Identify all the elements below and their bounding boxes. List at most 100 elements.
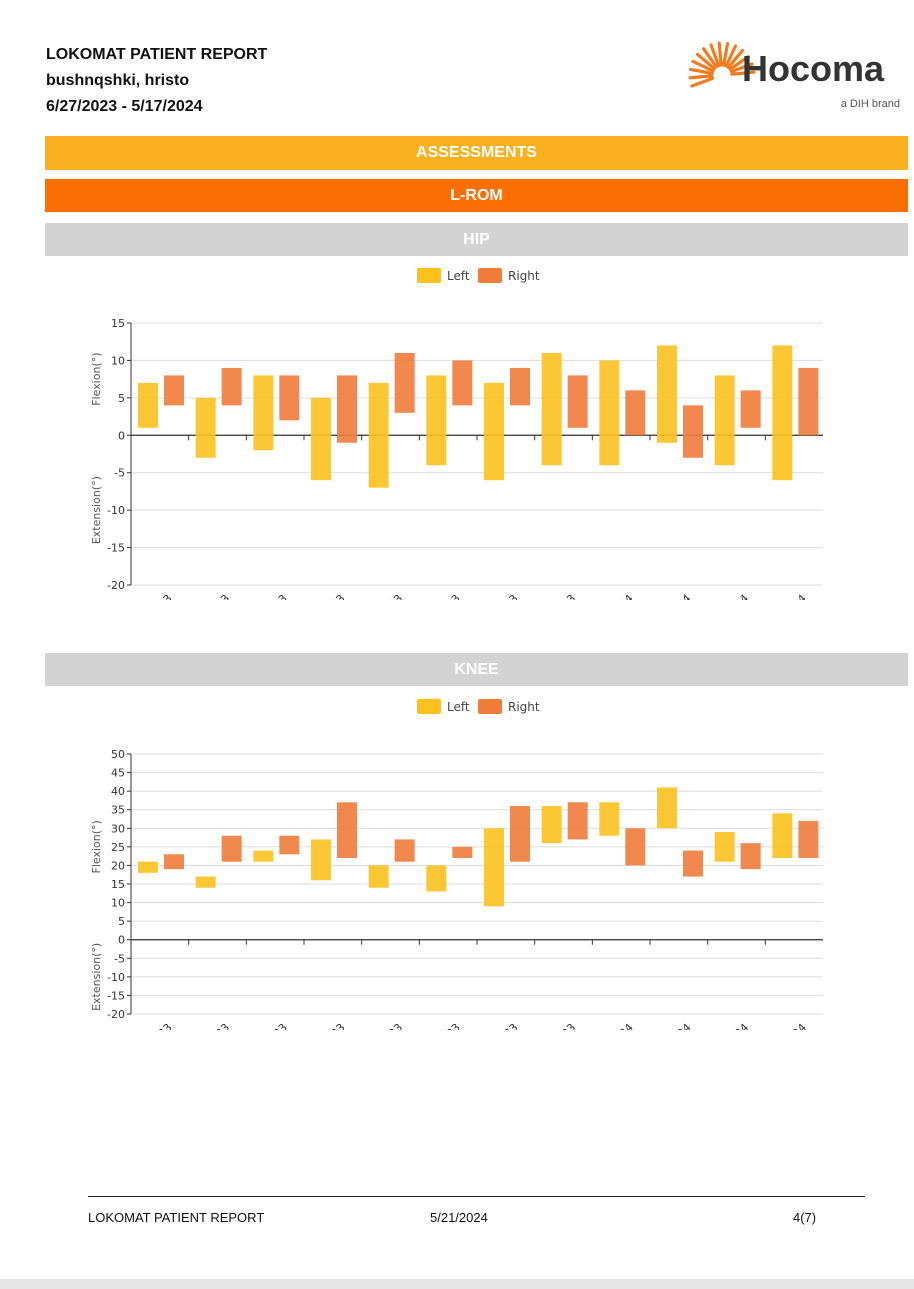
bar-left [253,850,274,862]
assessments-header: ASSESSMENTS [45,136,908,170]
x-tick-label: 8/25/2023 [299,1021,348,1030]
legend-label-right: Right [508,700,540,714]
bar-right [625,390,646,436]
legend-swatch-left [417,699,441,714]
knee-header: KNEE [45,653,908,686]
x-tick-label: 3/22/2024 [645,1021,694,1030]
bar-right [740,843,761,870]
x-tick-label: 6/27/2023 [126,1021,175,1030]
bar-left [714,375,735,466]
bar-right [164,854,184,870]
bar-left [426,865,447,892]
logo-tagline: a DIH brand [841,98,900,110]
y-tick-label: 5 [118,915,125,928]
x-tick-label: 10/16/2023 [351,1021,405,1030]
x-tick-label: 12/15/2023 [524,592,578,600]
bar-left [541,352,562,466]
logo-ray [726,48,745,69]
y-tick-label: 45 [111,767,125,780]
logo-ray [688,67,714,75]
x-tick-label: 6/27/2023 [126,592,175,600]
bar-left [657,345,677,443]
y-axis-label-flexion: Flexion(°) [90,352,103,405]
y-tick-label: 0 [118,429,125,442]
x-tick-label: 12/5/2023 [472,592,521,600]
bar-right [510,806,530,862]
bar-left [484,382,504,481]
y-tick-label: 10 [111,897,125,910]
bar-left [138,382,158,428]
x-tick-label: 5/17/2024 [760,1021,809,1030]
x-tick-label: 10/16/2023 [351,592,405,600]
lrom-header: L-ROM [45,179,908,212]
bar-left [657,787,677,829]
legend-label-left: Left [447,269,470,283]
x-tick-label: 5/17/2024 [760,592,809,600]
y-tick-label: 15 [111,878,125,891]
y-tick-label: 25 [111,841,125,854]
bar-right [683,850,703,877]
bar-right [798,820,819,858]
y-tick-label: 50 [111,748,125,761]
bar-left [138,861,158,873]
x-tick-label: 8/14/2023 [241,592,290,600]
date-range: 6/27/2023 - 5/17/2024 [46,98,203,115]
bar-right [625,828,646,866]
logo-ray [729,62,754,74]
logo-brand: Hocoma [742,48,885,89]
bar-right [510,367,530,406]
bar-right [683,405,703,458]
x-tick-label: 12/5/2023 [472,1021,521,1030]
logo-ray [724,44,738,68]
logo-ray [728,55,750,71]
x-tick-label: 7/14/2023 [183,1021,232,1030]
y-tick-label: 10 [111,354,125,367]
bar-left [772,813,793,858]
legend-label-right: Right [508,269,540,283]
bar-right [567,802,588,840]
bar-right [279,835,300,855]
x-tick-label: 5/7/2024 [707,592,751,600]
bar-right [337,802,357,858]
x-tick-label: 3/11/2024 [587,1021,636,1030]
bar-left [311,397,331,481]
bar-left [368,865,389,888]
chart-legend: Left Right [417,268,540,283]
y-axis-label-flexion: Flexion(°) [90,820,103,873]
bar-right [798,367,819,436]
report-title: LOKOMAT PATIENT REPORT [46,46,268,63]
y-tick-label: 20 [111,859,125,872]
bar-left [426,375,447,466]
bar-right [279,375,300,421]
logo-ray [690,76,715,88]
hocoma-logo: Hocoma a DIH brand [678,38,903,116]
footer-divider [88,1196,865,1197]
chart-legend: Left Right [417,699,540,714]
legend-swatch-right [478,699,502,714]
logo-ray [709,43,721,68]
y-tick-label: -5 [114,467,125,480]
bar-right [164,375,184,406]
bar-right [337,375,357,443]
x-tick-label: 8/14/2023 [241,1021,290,1030]
page-bottom-edge [0,1279,914,1289]
x-tick-label: 10/27/2023 [409,1021,463,1030]
bar-left [541,806,562,844]
footer-page: 4(7) [793,1210,817,1225]
x-tick-label: 12/15/2023 [524,1021,578,1030]
y-tick-label: 5 [118,392,125,405]
bar-left [195,397,216,458]
bar-right [394,839,415,862]
y-tick-label: -10 [107,504,125,517]
x-tick-label: 3/11/2024 [587,592,636,600]
x-tick-label: 3/22/2024 [645,592,694,600]
y-tick-label: 15 [111,317,125,330]
y-tick-label: 35 [111,804,125,817]
bar-left [714,832,735,862]
bar-right [221,367,242,406]
y-tick-label: -15 [107,542,125,555]
footer-title: LOKOMAT PATIENT REPORT [88,1210,265,1225]
bar-left [599,360,620,466]
legend-swatch-left [417,268,441,283]
bar-left [195,876,216,888]
